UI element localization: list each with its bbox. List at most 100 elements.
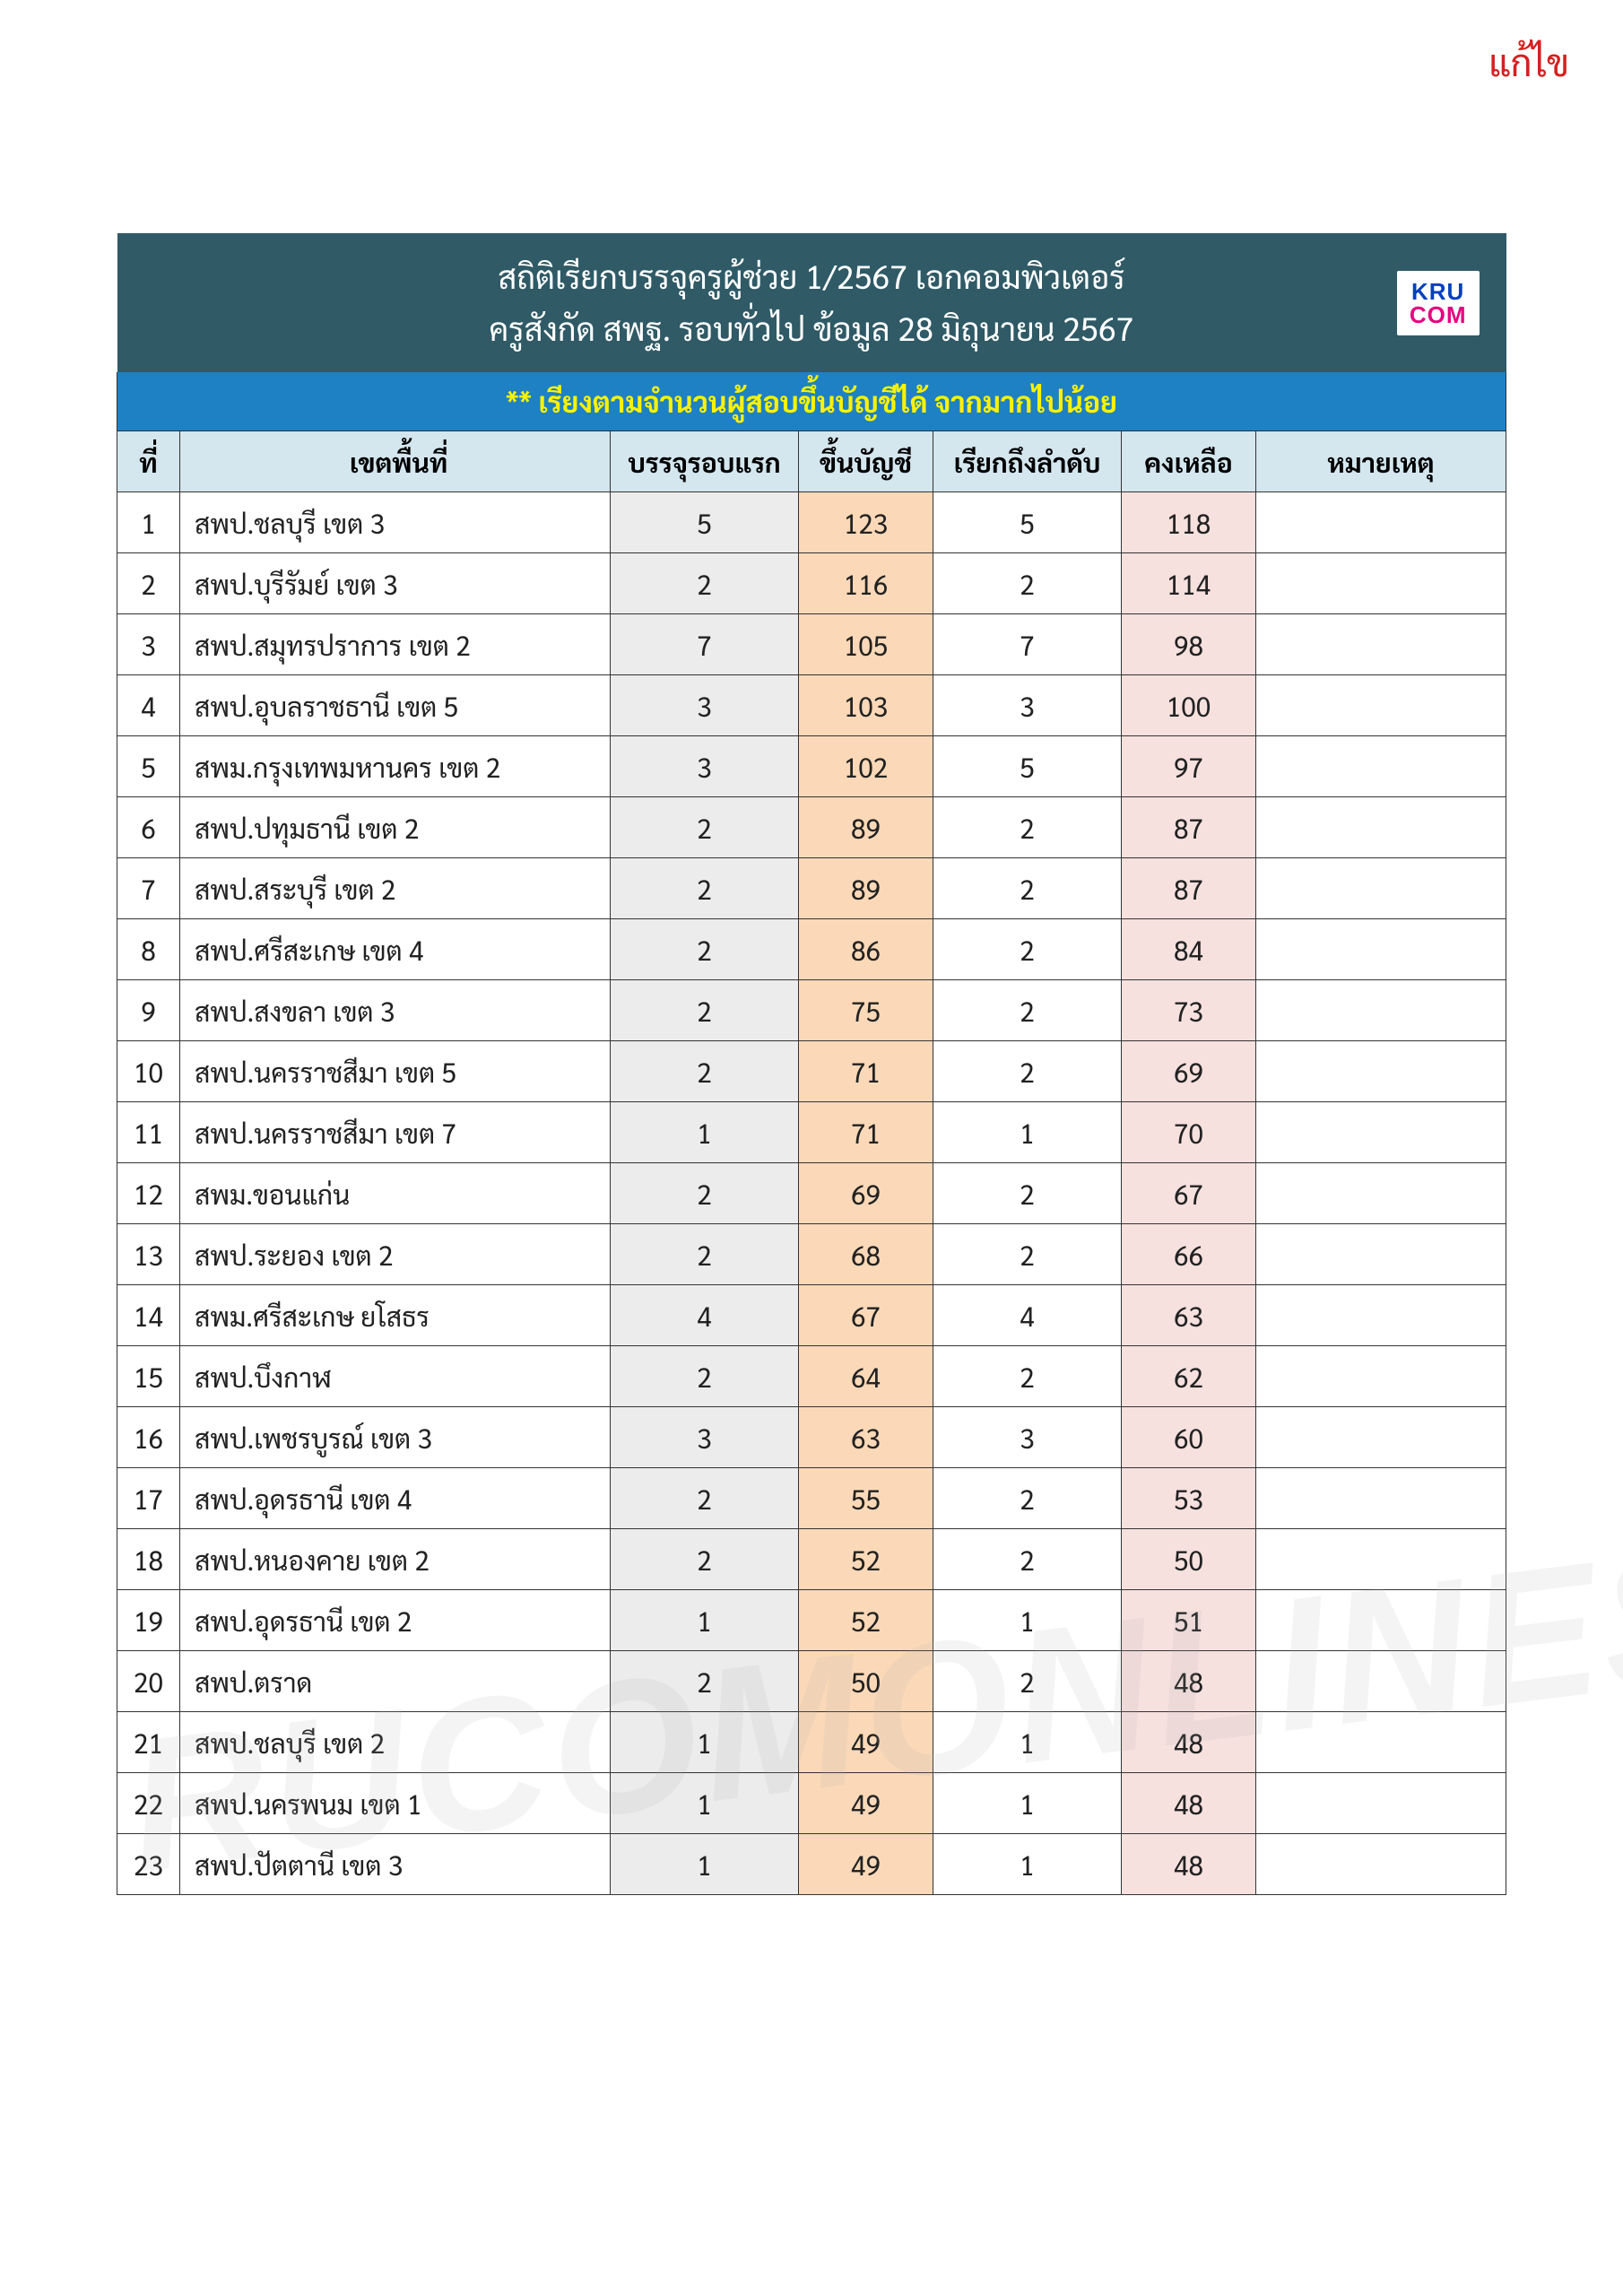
cell-note [1256,1041,1506,1102]
table-row: 9สพป.สงขลา เขต 3275273 [117,980,1506,1041]
cell-first: 2 [611,919,799,980]
cell-area: สพป.เพชรบูรณ์ เขต 3 [180,1407,611,1468]
cell-idx: 17 [117,1468,180,1529]
cell-call: 4 [933,1285,1122,1346]
cell-list: 86 [799,919,933,980]
cell-first: 2 [611,1041,799,1102]
cell-call: 5 [933,492,1122,553]
col-note: หมายเหตุ [1256,431,1506,492]
page: แก้ไข RUCOMONLINES สถิติเรียกบรรจุครูผู้… [0,0,1623,2296]
cell-call: 2 [933,1041,1122,1102]
cell-note [1256,1590,1506,1651]
cell-idx: 23 [117,1834,180,1895]
cell-list: 67 [799,1285,933,1346]
cell-area: สพป.นครราชสีมา เขต 7 [180,1102,611,1163]
logo-box: KRU COM [1397,271,1480,335]
cell-remain: 48 [1122,1712,1256,1773]
cell-remain: 84 [1122,919,1256,980]
cell-note [1256,492,1506,553]
cell-first: 7 [611,614,799,675]
cell-note [1256,736,1506,797]
cell-first: 2 [611,980,799,1041]
cell-idx: 8 [117,919,180,980]
cell-first: 2 [611,1529,799,1590]
col-list: ขึ้นบัญชี [799,431,933,492]
cell-idx: 9 [117,980,180,1041]
cell-area: สพป.ปทุมธานี เขต 2 [180,797,611,858]
cell-idx: 20 [117,1651,180,1712]
cell-remain: 66 [1122,1224,1256,1285]
table-row: 1สพป.ชลบุรี เขต 351235118 [117,492,1506,553]
cell-idx: 6 [117,797,180,858]
cell-call: 3 [933,1407,1122,1468]
cell-note [1256,797,1506,858]
logo-com: COM [1410,303,1467,326]
cell-list: 64 [799,1346,933,1407]
title-row: สถิติเรียกบรรจุครูผู้ช่วย 1/2567 เอกคอมพ… [117,233,1506,372]
table-row: 8สพป.ศรีสะเกษ เขต 4286284 [117,919,1506,980]
table-row: 23สพป.ปัตตานี เขต 3149148 [117,1834,1506,1895]
cell-note [1256,1407,1506,1468]
cell-note [1256,553,1506,614]
cell-note [1256,980,1506,1041]
col-area: เขตพื้นที่ [180,431,611,492]
cell-first: 1 [611,1834,799,1895]
cell-idx: 3 [117,614,180,675]
table-row: 5สพม.กรุงเทพมหานคร เขต 23102597 [117,736,1506,797]
cell-first: 1 [611,1590,799,1651]
table-row: 21สพป.ชลบุรี เขต 2149148 [117,1712,1506,1773]
cell-call: 3 [933,675,1122,736]
stats-table: สถิติเรียกบรรจุครูผู้ช่วย 1/2567 เอกคอมพ… [117,233,1506,1895]
cell-call: 2 [933,1224,1122,1285]
col-first: บรรจุรอบแรก [611,431,799,492]
cell-call: 2 [933,980,1122,1041]
cell-list: 71 [799,1102,933,1163]
cell-call: 2 [933,553,1122,614]
table-row: 20สพป.ตราด250248 [117,1651,1506,1712]
cell-call: 1 [933,1102,1122,1163]
cell-note [1256,1102,1506,1163]
cell-remain: 48 [1122,1773,1256,1834]
cell-area: สพม.ขอนแก่น [180,1163,611,1224]
cell-list: 68 [799,1224,933,1285]
cell-area: สพป.ระยอง เขต 2 [180,1224,611,1285]
cell-idx: 16 [117,1407,180,1468]
cell-area: สพป.ชลบุรี เขต 3 [180,492,611,553]
cell-first: 2 [611,797,799,858]
cell-idx: 18 [117,1529,180,1590]
cell-list: 49 [799,1773,933,1834]
cell-call: 1 [933,1590,1122,1651]
cell-area: สพป.หนองคาย เขต 2 [180,1529,611,1590]
cell-area: สพป.ปัตตานี เขต 3 [180,1834,611,1895]
cell-area: สพป.สระบุรี เขต 2 [180,858,611,919]
cell-call: 1 [933,1773,1122,1834]
table-body: 1สพป.ชลบุรี เขต 3512351182สพป.บุรีรัมย์ … [117,492,1506,1895]
cell-list: 52 [799,1590,933,1651]
cell-area: สพป.ตราด [180,1651,611,1712]
cell-note [1256,1468,1506,1529]
cell-note [1256,1285,1506,1346]
cell-idx: 1 [117,492,180,553]
cell-list: 102 [799,736,933,797]
cell-remain: 60 [1122,1407,1256,1468]
cell-first: 3 [611,1407,799,1468]
cell-first: 2 [611,858,799,919]
cell-remain: 63 [1122,1285,1256,1346]
cell-note [1256,1529,1506,1590]
table-row: 22สพป.นครพนม เขต 1149148 [117,1773,1506,1834]
cell-first: 4 [611,1285,799,1346]
cell-remain: 67 [1122,1163,1256,1224]
table-row: 3สพป.สมุทรปราการ เขต 27105798 [117,614,1506,675]
cell-note [1256,614,1506,675]
cell-idx: 11 [117,1102,180,1163]
cell-first: 2 [611,1651,799,1712]
cell-call: 5 [933,736,1122,797]
cell-first: 1 [611,1102,799,1163]
cell-call: 2 [933,1163,1122,1224]
cell-first: 3 [611,736,799,797]
cell-idx: 22 [117,1773,180,1834]
cell-remain: 48 [1122,1834,1256,1895]
cell-idx: 14 [117,1285,180,1346]
cell-area: สพม.กรุงเทพมหานคร เขต 2 [180,736,611,797]
cell-list: 105 [799,614,933,675]
